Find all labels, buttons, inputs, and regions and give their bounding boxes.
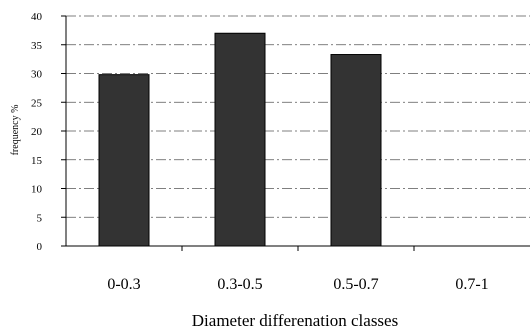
bar-0.5-0.7 xyxy=(330,54,382,247)
bars xyxy=(98,32,382,247)
y-tick-label: 10 xyxy=(31,184,43,196)
bar-0.3-0.5 xyxy=(214,32,266,247)
x-tick-label: 0.3-0.5 xyxy=(217,276,262,293)
y-tick-labels: 0 5 10 15 20 25 30 35 40 xyxy=(31,11,43,253)
y-tick-label: 30 xyxy=(31,69,43,81)
y-tick-label: 0 xyxy=(37,241,43,253)
x-tick-label: 0-0.3 xyxy=(107,276,140,293)
bar-0-0.3 xyxy=(98,74,150,247)
y-axis-label: frequency % xyxy=(10,105,21,156)
y-tick-label: 5 xyxy=(37,212,43,224)
axes xyxy=(61,15,530,251)
y-tick-label: 20 xyxy=(31,126,43,138)
y-tick-label: 40 xyxy=(31,11,43,23)
x-tick-label: 0.5-0.7 xyxy=(333,276,378,293)
x-axis-label: Diameter differenation classes xyxy=(192,311,398,330)
y-tick-label: 15 xyxy=(31,155,43,167)
x-tick-labels: 0-0.3 0.3-0.5 0.5-0.7 0.7-1 xyxy=(107,276,488,293)
y-tick-label: 25 xyxy=(31,97,43,109)
y-tick-label: 35 xyxy=(31,40,43,52)
x-tick-label: 0.7-1 xyxy=(455,276,488,293)
